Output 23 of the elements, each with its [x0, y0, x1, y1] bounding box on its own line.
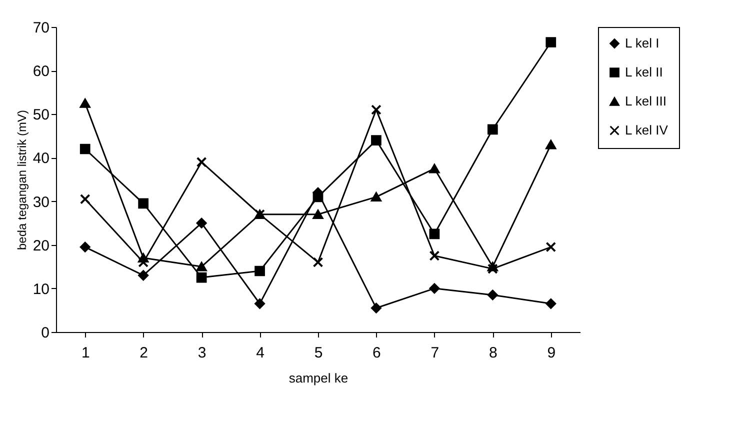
- x-tick-label: 5: [314, 344, 323, 362]
- x-tick-label: 3: [198, 344, 206, 362]
- x-tick-label: 7: [430, 344, 440, 362]
- legend-label: L kel III: [625, 94, 666, 108]
- legend-label: L kel I: [625, 36, 660, 50]
- x-tick-label: 9: [547, 344, 556, 362]
- y-tick-label: 0: [41, 324, 50, 342]
- x-axis-title: sampel ke: [288, 370, 348, 386]
- x-tick-label: 8: [488, 344, 498, 362]
- y-tick-label: 60: [32, 63, 50, 80]
- legend-label: L kel II: [625, 64, 663, 80]
- legend-label: L kel IV: [625, 122, 668, 138]
- y-axis-title: beda tegangan listrik (mV): [14, 110, 29, 250]
- x-tick-label: 6: [372, 344, 381, 362]
- y-tick-label: 40: [32, 150, 50, 168]
- x-tick-label: 1: [81, 344, 90, 362]
- y-tick-label: 20: [32, 237, 50, 254]
- y-tick-label: 50: [32, 106, 50, 124]
- y-tick-label: 70: [32, 20, 50, 36]
- y-tick-label: 30: [32, 194, 50, 211]
- x-tick-label: 4: [256, 344, 264, 362]
- y-tick-label: 10: [32, 280, 50, 298]
- x-tick-label: 2: [140, 344, 148, 362]
